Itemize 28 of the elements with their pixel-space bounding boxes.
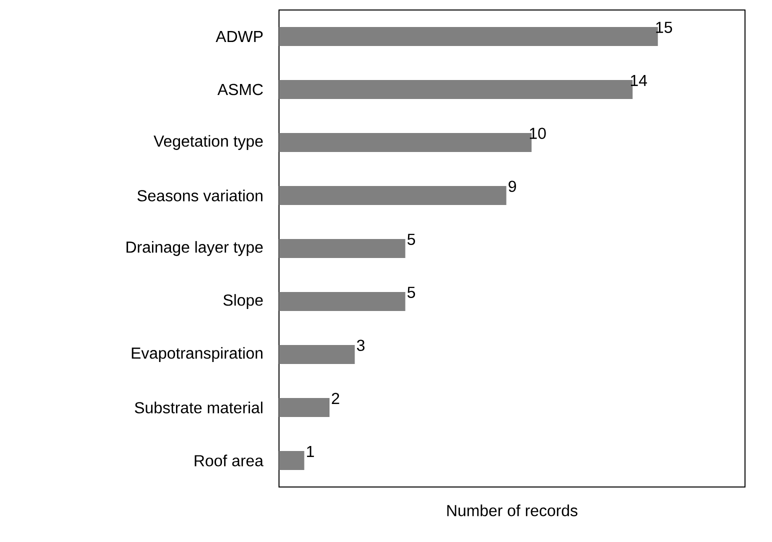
bar [279, 186, 506, 206]
y-tick-label: ASMC [217, 84, 263, 96]
x-axis-title: Number of records [447, 504, 578, 516]
data-label: 10 [530, 128, 546, 139]
bar [279, 133, 532, 152]
y-tick-label: Substrate material [134, 402, 262, 414]
bar [279, 451, 304, 470]
y-tick-label: Roof area [194, 454, 264, 466]
data-label: 3 [356, 340, 364, 351]
data-label: 15 [656, 22, 672, 33]
y-tick-label: Seasons variation [137, 190, 262, 202]
bar [279, 239, 406, 258]
data-label: 14 [630, 75, 647, 86]
data-label: 2 [332, 392, 340, 404]
data-label: 5 [408, 234, 416, 245]
y-tick-label: ADWP [216, 31, 263, 42]
bar [279, 27, 658, 46]
y-tick-label: Drainage layer type [126, 241, 263, 256]
y-tick-label: Evapotranspiration [132, 347, 262, 362]
bar [279, 80, 633, 100]
y-tick-label: Slope [223, 294, 263, 309]
bar [279, 345, 355, 364]
y-tick-label: Vegetation type [154, 135, 263, 150]
bar [279, 398, 330, 418]
data-label: 9 [508, 180, 516, 192]
bar [279, 292, 406, 312]
data-label: 5 [408, 286, 416, 298]
data-label: 1 [307, 446, 314, 457]
